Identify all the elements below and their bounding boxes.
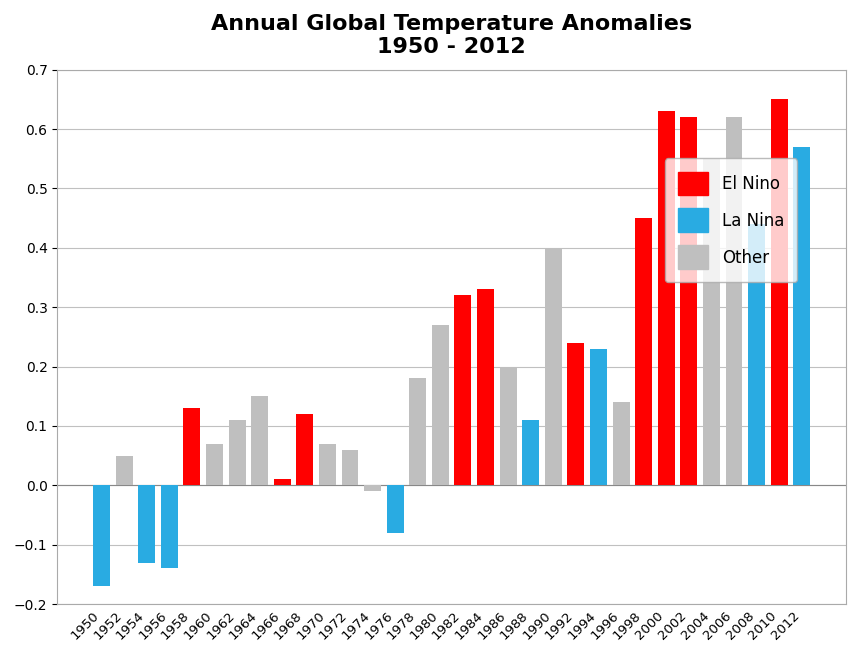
Bar [273,480,291,485]
Bar [590,349,607,485]
Bar [341,450,359,485]
Legend: El Nino, La Nina, Other: El Nino, La Nina, Other [665,158,797,282]
Bar [387,485,403,533]
Bar [612,402,630,485]
Bar [138,485,155,563]
Bar [636,218,652,485]
Bar [251,396,268,485]
Bar [319,444,336,485]
Bar [726,117,742,485]
Bar [658,112,675,485]
Bar [568,343,585,485]
Bar [116,456,132,485]
Bar [522,420,539,485]
Bar [680,117,697,485]
Bar [748,224,765,485]
Bar [500,367,517,485]
Bar [161,485,178,569]
Bar [545,248,562,485]
Bar [477,289,494,485]
Bar [432,325,449,485]
Bar [206,444,223,485]
Bar [297,414,313,485]
Bar [454,295,471,485]
Bar [93,485,110,586]
Bar [771,100,788,485]
Bar [409,379,427,485]
Bar [364,485,381,491]
Bar [793,147,810,485]
Bar [703,159,720,485]
Title: Annual Global Temperature Anomalies
1950 - 2012: Annual Global Temperature Anomalies 1950… [211,14,692,57]
Bar [229,420,246,485]
Bar [183,408,200,485]
